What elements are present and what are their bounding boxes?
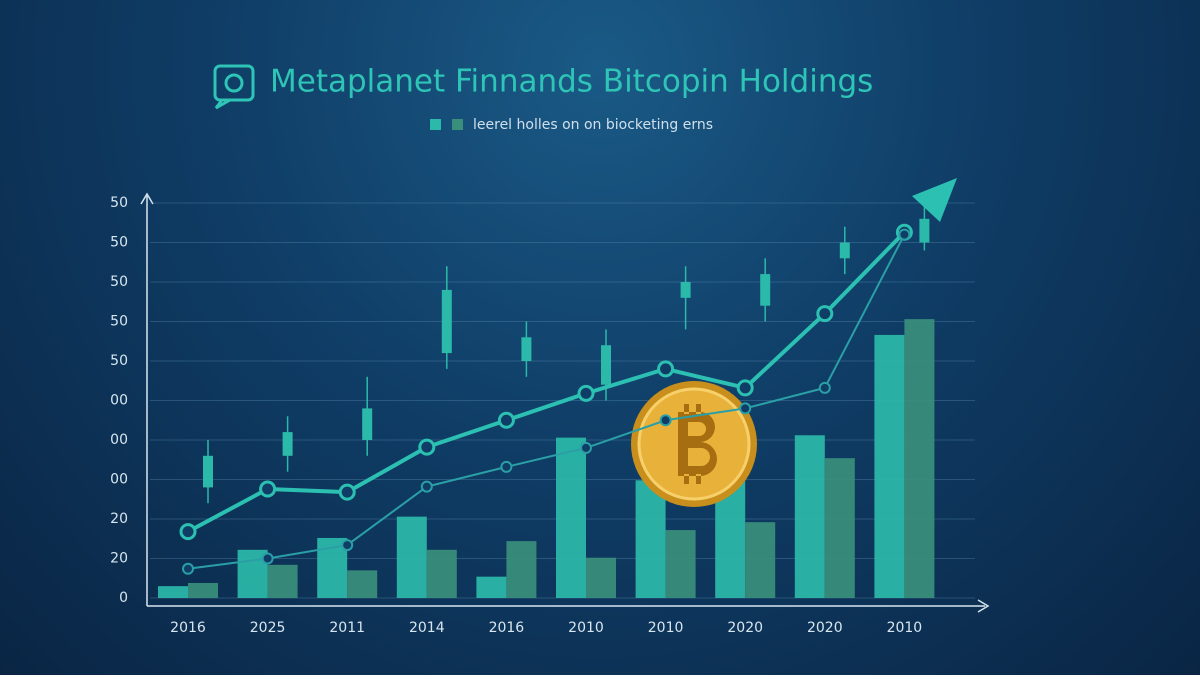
line: [187, 230, 906, 534]
line-marker: [259, 480, 277, 498]
bar: [347, 570, 378, 598]
bar: [824, 458, 855, 598]
line-marker: [500, 460, 513, 473]
bar: [267, 564, 298, 598]
title-icon: [213, 64, 255, 110]
line-marker: [338, 483, 356, 501]
candle-body: [680, 282, 691, 298]
line: [187, 234, 906, 570]
line-marker: [816, 305, 834, 323]
y-tick-label: 0: [119, 590, 128, 606]
candle-body: [362, 408, 373, 440]
candle-body: [839, 242, 850, 259]
x-tick-label: 2010: [568, 620, 604, 636]
candle-body: [521, 337, 532, 361]
candle-body: [919, 218, 930, 243]
chart-subtitle: leerel holles on on biocketing erns: [473, 117, 713, 133]
bar: [586, 557, 616, 598]
y-tick-label: 00: [110, 472, 128, 488]
coin-symbol: [678, 404, 717, 484]
line-marker: [818, 381, 831, 394]
line-marker: [739, 402, 752, 415]
line-marker: [182, 562, 194, 575]
chart-title: Metaplanet Finnands Bitcopin Holdings: [270, 64, 873, 100]
line-marker: [898, 228, 911, 241]
line-marker: [577, 384, 595, 402]
bitcoin-coin: [631, 381, 757, 507]
candle-body: [203, 455, 213, 488]
line-marker: [341, 539, 354, 552]
candle-body: [441, 289, 452, 354]
bar: [635, 480, 666, 598]
line-marker: [418, 438, 436, 456]
line-marker: [261, 552, 274, 565]
bar: [904, 319, 935, 598]
legend-swatch: [452, 119, 463, 130]
x-tick-label: 2011: [329, 620, 365, 636]
line-marker: [657, 360, 675, 378]
x-tick-label: 2010: [648, 620, 684, 636]
bar: [745, 522, 776, 598]
line-marker: [497, 411, 515, 429]
line-marker: [736, 379, 754, 397]
bar: [476, 576, 507, 598]
bar: [794, 435, 825, 598]
trend-arrow: [912, 178, 957, 222]
y-tick-label: 20: [110, 511, 128, 527]
bar: [506, 541, 537, 598]
line-marker: [420, 480, 433, 493]
candle-body: [760, 274, 771, 306]
y-tick-label: 50: [110, 195, 128, 211]
y-tick-label: 00: [110, 432, 128, 448]
line-marker: [580, 441, 592, 454]
y-tick-label: 50: [110, 353, 128, 369]
bar: [556, 437, 586, 598]
y-tick-label: 50: [110, 235, 128, 251]
line-marker: [659, 414, 672, 427]
bar: [158, 586, 188, 598]
x-tick-label: 2016: [170, 620, 206, 636]
candle-body: [282, 432, 293, 456]
bar: [426, 549, 457, 598]
bar: [396, 516, 427, 598]
y-tick-label: 00: [110, 393, 128, 409]
y-axis-arrow: [140, 192, 154, 205]
bar: [874, 334, 905, 598]
bar: [665, 530, 696, 598]
line-marker: [179, 523, 197, 541]
x-tick-label: 2025: [250, 620, 286, 636]
legend-swatch: [430, 119, 441, 130]
x-tick-label: 2020: [727, 620, 763, 636]
y-tick-label: 50: [110, 274, 128, 290]
x-tick-label: 2020: [807, 620, 843, 636]
bar: [188, 582, 218, 598]
x-tick-label: 2016: [489, 620, 525, 636]
y-tick-label: 50: [110, 314, 128, 330]
x-tick-label: 2010: [887, 620, 923, 636]
x-axis-arrow: [977, 599, 990, 613]
y-tick-label: 20: [110, 551, 128, 567]
x-tick-label: 2014: [409, 620, 445, 636]
candle-body: [601, 345, 611, 385]
